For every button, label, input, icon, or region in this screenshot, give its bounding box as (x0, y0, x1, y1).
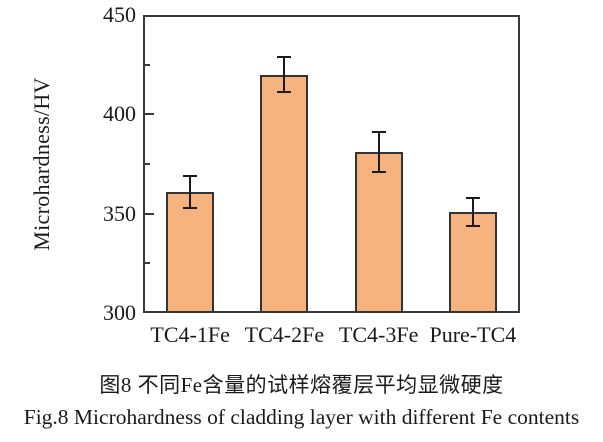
bar-TC4-3Fe (354, 152, 403, 313)
y-tick-label: 300 (103, 300, 136, 325)
x-tick-label-Pure-TC4: Pure-TC4 (429, 322, 517, 347)
y-tick-label: 400 (103, 101, 136, 127)
y-tick-mark (145, 262, 150, 265)
x-tick-label-TC4-1Fe: TC4-1Fe (150, 322, 230, 347)
error-bar-cap (277, 55, 292, 58)
error-bar-line (471, 197, 474, 226)
error-bar-line (189, 175, 192, 208)
y-tick-mark (145, 63, 150, 66)
bar-chart: Microhardness/HV 300 350 400 450 TC4-1Fe TC4… (29, 2, 520, 347)
x-tick-label-TC4-2Fe: TC4-2Fe (244, 322, 325, 347)
y-tick-label: 350 (103, 200, 136, 226)
bar-TC4-1Fe (166, 191, 215, 313)
error-bar-cap (465, 196, 480, 199)
error-bar-cap (277, 91, 292, 94)
error-bar-cap (371, 131, 386, 134)
error-bar-cap (183, 174, 198, 177)
error-bar-line (283, 56, 286, 93)
y-tick-label: 450 (103, 2, 136, 27)
bar-TC4-2Fe (260, 74, 309, 313)
caption-chinese: 图8 不同Fe含量的试样熔覆层平均显微硬度 (99, 373, 504, 397)
bar-Pure-TC4 (448, 211, 497, 313)
y-tick-mark (145, 113, 154, 116)
caption-english: Fig.8 Microhardness of cladding layer wi… (23, 405, 580, 429)
y-tick-mark (145, 212, 154, 215)
error-bar-cap (371, 170, 386, 173)
x-tick-label-TC4-3Fe: TC4-3Fe (338, 322, 419, 347)
error-bar-cap (183, 206, 198, 209)
error-bar-cap (465, 224, 480, 227)
error-bar-line (377, 132, 380, 172)
y-tick-mark (145, 163, 150, 165)
